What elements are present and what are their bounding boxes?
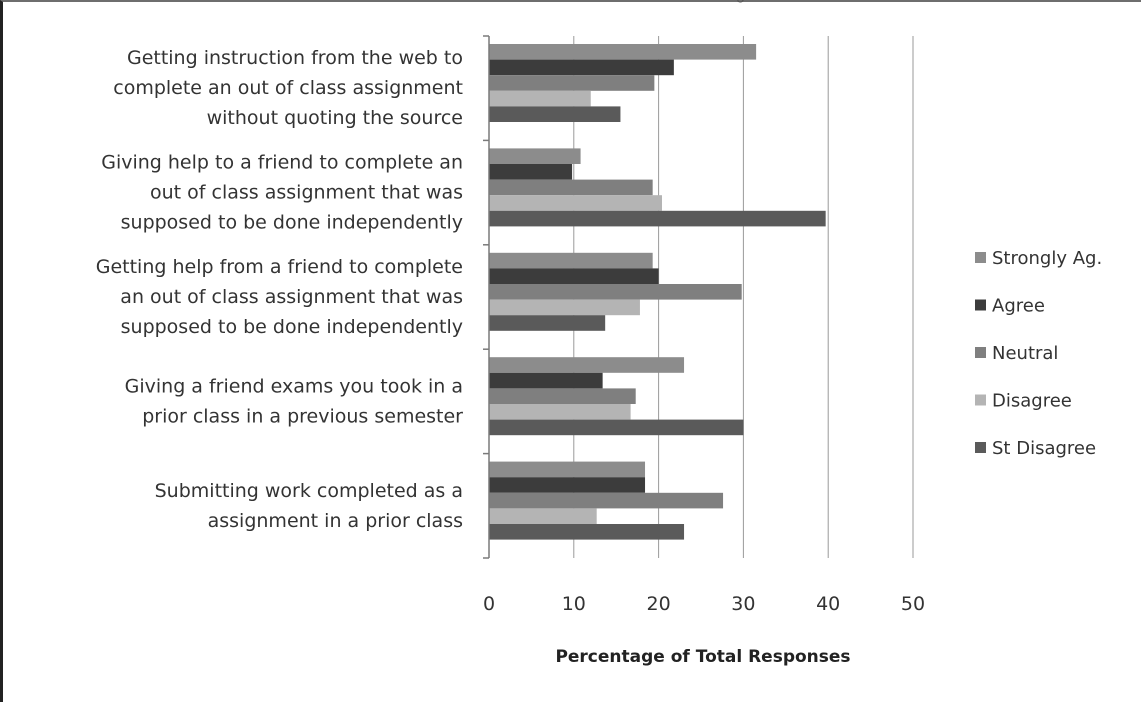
bar-cat1-strongly-ag	[489, 44, 757, 60]
x-tick-label-0: 0	[483, 593, 495, 615]
bar-cat2-disagree	[489, 195, 662, 211]
x-tick-label-40: 40	[816, 593, 840, 615]
category-label-line: without quoting the source	[207, 107, 463, 129]
category-label-line: complete an out of class assignment	[113, 77, 463, 99]
legend-label-1: Strongly Ag.	[992, 248, 1102, 269]
legend-label-2: Agree	[992, 296, 1045, 317]
legend-label-5: St Disagree	[992, 438, 1096, 459]
category-label-2: Giving help to a friend to complete an ou…	[101, 152, 463, 234]
x-tick-labels: 0 10 20 30 40 50	[483, 593, 925, 615]
x-axis-label: Percentage of Total Responses	[555, 647, 850, 667]
bar-cat3-strongly-ag	[489, 252, 653, 269]
legend-swatch-5	[975, 442, 986, 453]
bar-cat2-st-disagree	[489, 210, 826, 227]
x-tick-label-20: 20	[647, 593, 671, 615]
category-label-line: Giving help to a friend to complete an	[101, 152, 463, 174]
bar-cat4-strongly-ag	[489, 357, 685, 373]
category-label-line: an out of class assignment that was	[120, 286, 463, 308]
bar-cat1-st-disagree	[489, 106, 621, 122]
chart-title-fragment: g	[736, 0, 764, 6]
bar-cat5-st-disagree	[489, 524, 685, 540]
legend-label-4: Disagree	[992, 391, 1072, 412]
category-label-line: supposed to be done independently	[121, 316, 463, 338]
bar-cat5-strongly-ag	[489, 461, 646, 478]
bar-cat4-st-disagree	[489, 419, 744, 436]
bar-cat3-agree	[489, 268, 659, 284]
category-label-line: Submitting work completed as a	[155, 480, 463, 502]
category-label-line: Getting help from a friend to complete	[96, 256, 463, 278]
bar-cat4-neutral	[489, 388, 636, 404]
x-tick-label-50: 50	[901, 593, 925, 615]
category-label-line: out of class assignment that was	[150, 182, 463, 204]
category-label-5: Submitting work completed as a assignment…	[155, 480, 463, 532]
axes	[483, 35, 490, 559]
chart-title-partial: g	[736, 0, 745, 4]
category-label-3: Getting help from a friend to complete an…	[96, 256, 463, 338]
x-tick-label-10: 10	[562, 593, 586, 615]
bar-cat4-agree	[489, 372, 603, 389]
category-label-line: prior class in a previous semester	[142, 405, 463, 427]
legend-swatch-3	[975, 347, 986, 358]
bars	[489, 44, 826, 540]
category-label-line: supposed to be done independently	[121, 212, 463, 234]
bar-cat1-agree	[489, 59, 674, 76]
bar-cat2-agree	[489, 164, 573, 180]
bar-cat3-st-disagree	[489, 315, 606, 331]
category-label-line: assignment in a prior class	[208, 510, 463, 532]
legend: Strongly Ag. Agree Neutral Disagree St Disag…	[975, 248, 1102, 459]
bar-cat2-strongly-ag	[489, 148, 581, 164]
bar-cat1-neutral	[489, 75, 655, 91]
category-labels: Getting instruction from the web to compl…	[96, 47, 463, 532]
bar-cat2-neutral	[489, 179, 653, 196]
bar-cat5-disagree	[489, 508, 597, 524]
legend-swatch-4	[975, 394, 986, 406]
legend-swatch-1	[975, 252, 986, 263]
category-label-line: Getting instruction from the web to	[127, 47, 463, 69]
bar-cat1-disagree	[489, 90, 591, 107]
bar-cat5-agree	[489, 477, 646, 493]
category-label-line: Giving a friend exams you took in a	[125, 375, 463, 397]
bar-cat5-neutral	[489, 492, 724, 509]
x-tick-label-30: 30	[731, 593, 755, 615]
category-label-4: Giving a friend exams you took in a prior…	[125, 375, 464, 427]
bar-cat3-neutral	[489, 284, 742, 300]
bar-cat4-disagree	[489, 404, 631, 420]
legend-swatch-2	[975, 299, 986, 311]
bar-cat3-disagree	[489, 299, 640, 316]
legend-label-3: Neutral	[992, 343, 1058, 364]
category-label-1: Getting instruction from the web to compl…	[113, 47, 463, 129]
